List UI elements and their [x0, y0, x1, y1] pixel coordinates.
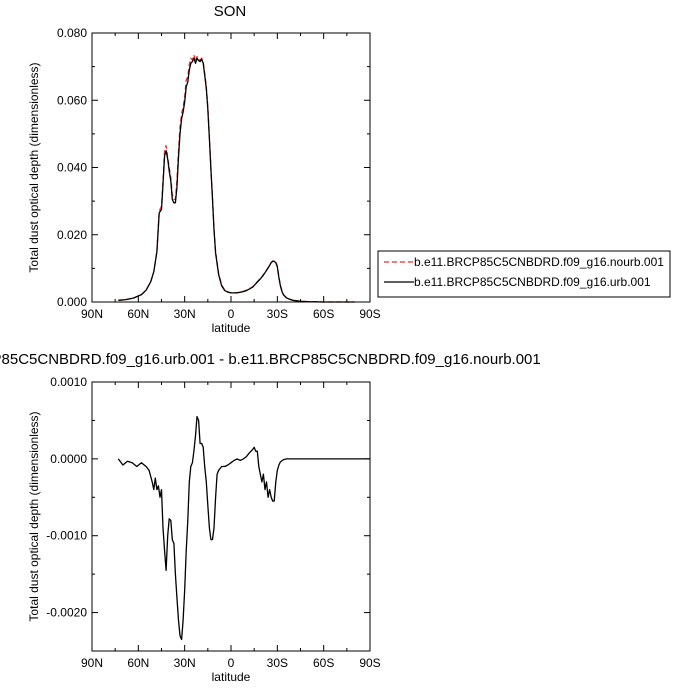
y-tick-label: -0.0020: [46, 606, 87, 620]
y-axis-label: Total dust optical depth (dimensionless): [27, 62, 41, 272]
x-tick-label: 30N: [174, 656, 196, 670]
x-tick-label: 60N: [127, 656, 149, 670]
series-line-2: [118, 57, 355, 303]
y-tick-label: 0.040: [57, 161, 87, 175]
x-tick-label: 30S: [267, 307, 288, 321]
x-tick-label: 90S: [359, 656, 380, 670]
chart-1-title: SON: [214, 3, 247, 20]
y-tick-label: 0.080: [57, 26, 87, 40]
chart-1-plot: 90N 60N 30N 0 30S 60S 90S 0.000 0.020 0.040 0.060 0…: [27, 26, 381, 335]
x-tick-label: 60S: [313, 656, 334, 670]
x-tick-label: 0: [228, 307, 235, 321]
y-tick-label: 0.000: [57, 295, 87, 309]
plot-frame: [91, 32, 371, 303]
y-axis-label: Total dust optical depth (dimensionless): [27, 411, 41, 621]
chart-1-legend: b.e11.BRCP85C5CNBDRD.f09_g16.nourb.001 b.…: [377, 250, 671, 298]
x-tick-label: 0: [228, 656, 235, 670]
x-tick-label: 90N: [81, 307, 103, 321]
x-tick-label: 60S: [313, 307, 334, 321]
x-tick-label: 60N: [127, 307, 149, 321]
x-axis-label: latitude: [212, 670, 251, 684]
y-tick-label: -0.0010: [46, 529, 87, 543]
chart-2-title: b.e11.BRCP85C5CNBDRD.f09_g16.urb.001 - b…: [0, 351, 541, 368]
x-tick-label: 30S: [267, 656, 288, 670]
y-tick-label: 0.020: [57, 228, 87, 242]
legend-entry: b.e11.BRCP85C5CNBDRD.f09_g16.urb.001: [414, 275, 651, 289]
y-tick-label: 0.0000: [50, 452, 87, 466]
legend-entry: b.e11.BRCP85C5CNBDRD.f09_g16.nourb.001: [414, 255, 664, 269]
chart-2-plot: 90N 60N 30N 0 30S 60S 90S -0.0020 -0.0010 0.0000 0…: [27, 375, 381, 684]
x-axis-label: latitude: [212, 321, 251, 335]
y-tick-label: 0.0010: [50, 375, 87, 389]
x-tick-label: 90N: [81, 656, 103, 670]
y-tick-label: 0.060: [57, 93, 87, 107]
plot-frame: [91, 381, 371, 652]
x-tick-label: 30N: [174, 307, 196, 321]
legend-box: [377, 250, 671, 298]
series-line-1: [117, 415, 370, 641]
series-line-1: [118, 54, 355, 303]
x-tick-label: 90S: [359, 307, 380, 321]
